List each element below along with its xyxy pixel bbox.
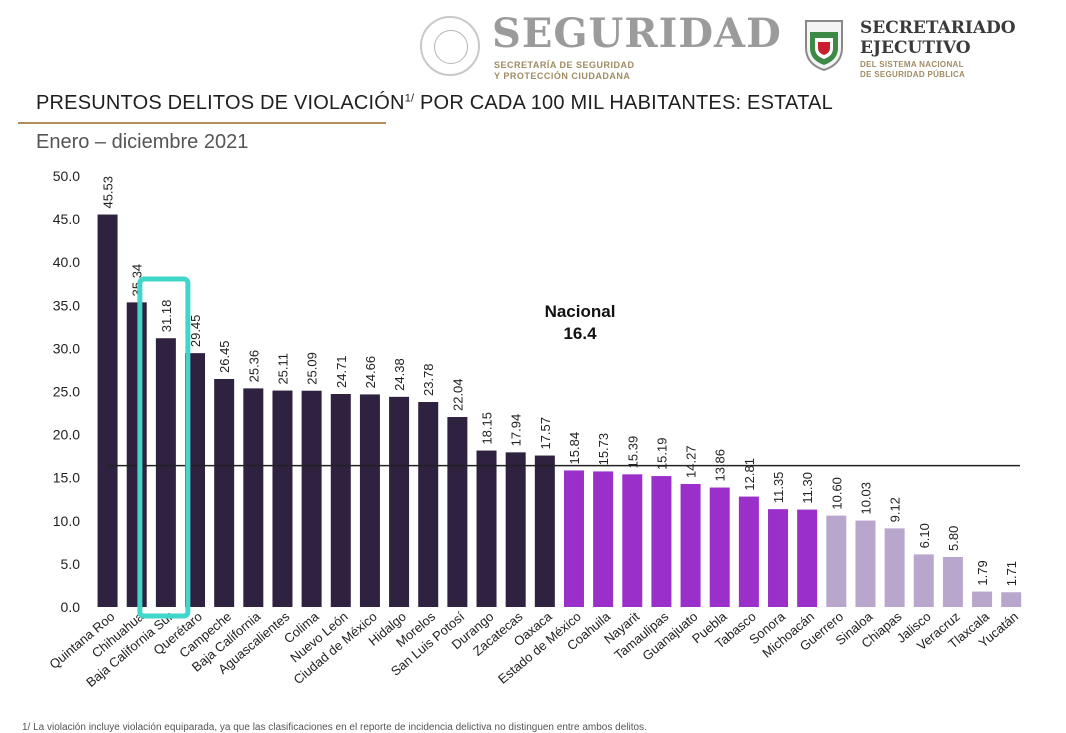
bar xyxy=(826,515,847,607)
bar xyxy=(942,557,963,607)
seguridad-subtitle-1: SECRETARÍA DE SEGURIDAD xyxy=(494,60,635,70)
bar xyxy=(301,390,322,607)
bar-value-label: 15.84 xyxy=(567,432,582,465)
bar xyxy=(534,455,555,607)
bar-value-label: 45.53 xyxy=(101,176,116,209)
bar-value-label: 25.09 xyxy=(305,352,320,385)
bar xyxy=(505,452,526,607)
y-tick-label: 15.0 xyxy=(53,470,80,486)
bar-value-label: 26.45 xyxy=(217,340,232,373)
bar xyxy=(272,390,293,607)
bar xyxy=(913,554,934,607)
bar xyxy=(768,509,789,607)
bar xyxy=(476,450,497,607)
y-tick-label: 40.0 xyxy=(53,254,80,270)
bar xyxy=(797,509,818,607)
sesnsp-subtitle-1: DEL SISTEMA NACIONAL xyxy=(860,60,964,69)
page-subtitle: Enero – diciembre 2021 xyxy=(36,131,249,153)
y-tick-label: 45.0 xyxy=(53,211,80,227)
footnote: 1/ La violación incluye violación equipa… xyxy=(22,722,647,733)
seguridad-logo-text: SEGURIDAD xyxy=(492,10,782,57)
bar-value-label: 17.94 xyxy=(509,414,524,447)
bar xyxy=(1001,592,1022,607)
bar-value-label: 11.35 xyxy=(771,472,786,504)
bar xyxy=(243,388,264,607)
title-main: PRESUNTOS DELITOS DE VIOLACIÓN xyxy=(36,92,405,114)
y-tick-label: 0.0 xyxy=(61,599,81,615)
bar xyxy=(738,496,759,607)
bar-value-label: 18.15 xyxy=(480,412,495,445)
bar xyxy=(126,302,147,607)
bar-value-label: 9.12 xyxy=(888,497,903,522)
y-tick-label: 30.0 xyxy=(53,340,80,356)
bar xyxy=(709,487,730,607)
sesnsp-shield-icon xyxy=(805,20,843,72)
bar-value-label: 31.18 xyxy=(159,300,174,333)
bar-value-label: 24.66 xyxy=(363,356,378,389)
bar-value-label: 10.03 xyxy=(858,482,873,515)
bar xyxy=(447,417,468,607)
bar xyxy=(855,520,876,607)
bar xyxy=(563,470,584,607)
bar-value-label: 22.04 xyxy=(450,378,465,411)
bar-value-label: 15.39 xyxy=(625,436,640,469)
bar xyxy=(389,396,410,607)
bar-value-label: 24.38 xyxy=(392,358,407,391)
bar-value-label: 25.36 xyxy=(246,350,261,383)
header: SEGURIDAD SECRETARÍA DE SEGURIDAD Y PROT… xyxy=(0,0,1066,90)
bar-value-label: 14.27 xyxy=(684,445,699,478)
y-tick-label: 10.0 xyxy=(53,513,80,529)
seguridad-subtitle-2: Y PROTECCIÓN CIUDADANA xyxy=(494,71,631,81)
y-tick-label: 5.0 xyxy=(61,556,81,572)
y-tick-label: 25.0 xyxy=(53,384,80,400)
bar xyxy=(155,338,176,607)
title-footnote-mark: 1/ xyxy=(404,92,415,105)
bar-value-label: 25.11 xyxy=(275,353,290,385)
bar-value-label: 12.81 xyxy=(742,458,757,491)
mexico-seal-icon xyxy=(420,16,480,76)
y-tick-label: 20.0 xyxy=(53,427,80,443)
bar xyxy=(651,476,672,607)
bar-value-label: 1.71 xyxy=(1004,561,1019,586)
title-rest: POR CADA 100 MIL HABITANTES: ESTATAL xyxy=(414,92,833,114)
bar-value-label: 17.57 xyxy=(538,417,553,450)
sesnsp-title-1: SECRETARIADO xyxy=(860,18,1016,38)
bar xyxy=(214,379,235,607)
bar-value-label: 1.79 xyxy=(975,560,990,585)
page-title: PRESUNTOS DELITOS DE VIOLACIÓN1/ POR CAD… xyxy=(36,92,833,115)
bar xyxy=(97,214,118,607)
title-underline xyxy=(18,122,386,124)
bar-value-label: 15.19 xyxy=(654,438,669,471)
y-tick-label: 50.0 xyxy=(53,168,80,184)
bar xyxy=(418,402,439,607)
bar-value-label: 24.71 xyxy=(334,355,349,388)
sesnsp-title-2: EJECUTIVO xyxy=(860,38,971,58)
bar-value-label: 29.45 xyxy=(188,315,203,348)
bar-value-label: 5.80 xyxy=(946,526,961,551)
bar xyxy=(622,474,643,607)
bar xyxy=(884,528,905,607)
bar xyxy=(972,591,993,607)
bar xyxy=(330,393,351,607)
y-tick-label: 35.0 xyxy=(53,297,80,313)
bar-value-label: 15.73 xyxy=(596,433,611,466)
bar xyxy=(680,483,701,607)
bar-value-label: 6.10 xyxy=(917,523,932,548)
bar xyxy=(593,471,614,607)
national-label: Nacional xyxy=(545,302,616,321)
national-value-label: 16.4 xyxy=(563,324,597,343)
bar xyxy=(359,394,380,607)
highlight-box xyxy=(137,276,191,619)
bar-value-label: 23.78 xyxy=(421,363,436,396)
bar-value-label: 10.60 xyxy=(829,477,844,510)
sesnsp-subtitle-2: DE SEGURIDAD PÚBLICA xyxy=(860,70,966,79)
bar-value-label: 11.30 xyxy=(800,472,815,504)
